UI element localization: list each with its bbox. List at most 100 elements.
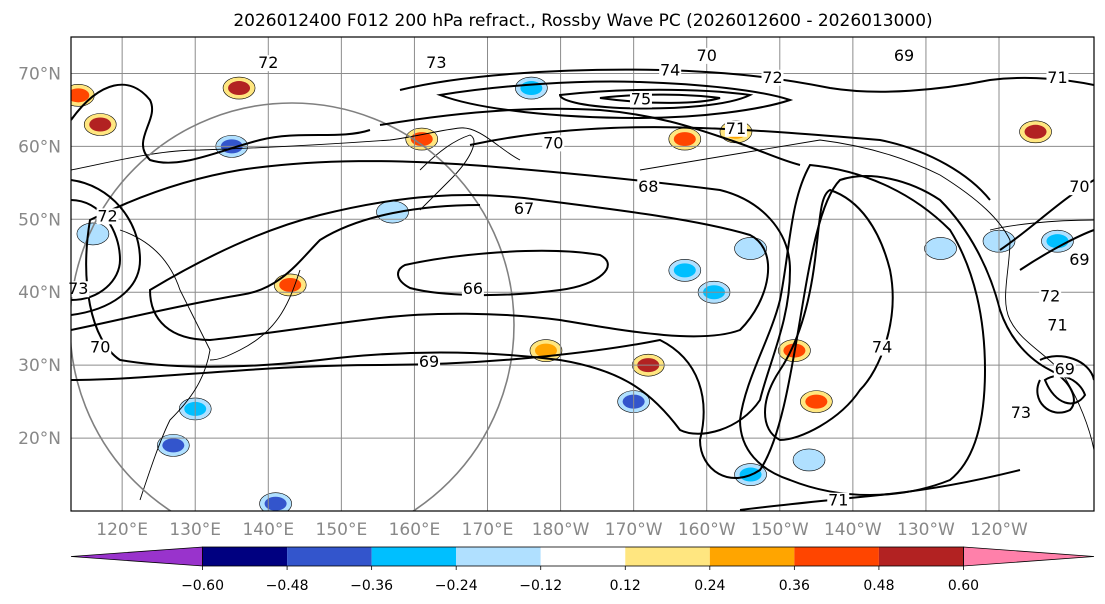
contour-label-bg [67, 281, 90, 298]
colorbar: −0.60 −0.48 −0.36 −0.24 −0.12 0.12 0.24 0.36 0.4… [70, 546, 1095, 594]
shading-blob [739, 241, 762, 256]
contour-labels: 72 73 70 74 72 75 69 71 71 70 68 67 72 70 69 66 73 72 71 74… [67, 46, 1091, 510]
contour-label: 68 [638, 177, 658, 196]
colorbar-tick-label: 0.12 [610, 578, 641, 594]
contour-72-west [71, 83, 371, 164]
contour-label: 73 [1011, 403, 1031, 422]
contour-label-bg [659, 62, 682, 79]
coastline-japan [209, 269, 301, 361]
shading-blob [228, 81, 251, 96]
coastline-east-asia [119, 229, 211, 501]
lon-tick-label: 120°W [970, 520, 1028, 540]
contour-label-bg [695, 47, 718, 64]
colorbar-tick-label: −0.36 [350, 578, 393, 594]
distance-circle [71, 102, 515, 511]
refractivity-shading [71, 76, 1074, 511]
contour-69 [71, 175, 1075, 480]
contour-label: 72 [97, 206, 117, 225]
lon-tick-label: 140°W [824, 520, 882, 540]
contour-label: 71 [1047, 316, 1067, 335]
contour-label: 70 [697, 46, 717, 65]
contour-label: 74 [660, 60, 680, 79]
lon-tick-label: 140°E [242, 520, 294, 540]
lon-tick-label: 170°W [605, 520, 663, 540]
lon-tick-label: 150°E [316, 520, 368, 540]
colorbar-segment [371, 547, 457, 566]
lat-tick-label: 70°N [18, 64, 61, 84]
contour-label: 71 [1047, 68, 1067, 87]
colorbar-tick-label: 0.36 [779, 578, 810, 594]
refractivity-contours [71, 68, 1094, 511]
contour-70a [71, 204, 481, 331]
lat-tick-label: 30°N [18, 356, 61, 376]
map-panel: 72 73 70 74 72 75 69 71 71 70 68 67 72 70 69 66 73 72 71 74… [67, 36, 1095, 512]
contour-66 [397, 249, 609, 297]
contour-73-west [71, 199, 122, 301]
colorbar-tick-label: 0.60 [948, 578, 979, 594]
colorbar-tick-label: −0.48 [266, 578, 309, 594]
contour-68 [85, 160, 792, 435]
lon-tick-label: 180°W [532, 520, 590, 540]
contour-label-bg [1039, 288, 1062, 305]
contour-69-east [1019, 229, 1094, 271]
contour-label: 71 [726, 119, 746, 138]
coastline-alaska [639, 139, 1011, 241]
contour-label: 73 [426, 53, 446, 72]
lon-tick-label: 160°E [389, 520, 441, 540]
contour-label: 69 [1069, 250, 1089, 269]
colorbar-segment [287, 547, 372, 566]
contour-74 [558, 88, 754, 110]
contour-label-bg [1046, 69, 1069, 86]
shading-blob [381, 205, 404, 220]
lat-tick-label: 40°N [18, 283, 61, 303]
contour-label: 67 [514, 199, 534, 218]
contour-label-bg [257, 55, 280, 72]
shading-blob [1024, 124, 1047, 139]
shading-blob [798, 452, 821, 467]
lon-tick-label: 120°E [96, 520, 148, 540]
contour-label-bg [461, 281, 484, 298]
lon-tick-label: 130°W [897, 520, 955, 540]
contour-70b [379, 107, 801, 166]
coastlines [71, 127, 1094, 501]
contour-label-bg [96, 208, 119, 225]
colorbar-segment [540, 547, 626, 566]
contour-label-bg [827, 492, 850, 509]
shading-blob [71, 88, 90, 103]
lat-tick-label: 20°N [18, 429, 61, 449]
lon-tick-label: 130°E [169, 520, 221, 540]
contour-label: 69 [1055, 359, 1075, 378]
contour-label-bg [542, 135, 565, 152]
contour-label: 72 [762, 68, 782, 87]
contour-label: 70 [543, 133, 563, 152]
contour-label-bg [1053, 361, 1076, 378]
colorbar-extend-high [963, 546, 1095, 567]
shading-blob [279, 277, 302, 292]
contour-71-south [739, 469, 1021, 511]
shading-blob [929, 241, 952, 256]
lon-tick-label: 160°W [678, 520, 736, 540]
map-background [71, 37, 1094, 511]
contour-67 [148, 194, 770, 342]
shading-blob [673, 132, 696, 147]
contour-73-west-2 [71, 179, 142, 316]
contour-label: 69 [419, 352, 439, 371]
colorbar-tick-label: 0.48 [863, 578, 894, 594]
contour-label: 70 [90, 338, 110, 357]
contour-74-east [764, 188, 894, 442]
contour-label-bg [89, 339, 112, 356]
map-frame [70, 36, 1095, 512]
shading-blob [673, 263, 696, 278]
shading-blob [81, 226, 104, 241]
lat-tick-label: 60°N [18, 137, 61, 157]
contour-label-bg [418, 354, 441, 371]
contour-label-bg [1068, 179, 1091, 196]
coastline-kamchatka [419, 134, 475, 211]
colorbar-tick-label: 0.24 [694, 578, 725, 594]
contour-label-bg [1046, 317, 1069, 334]
contour-label: 72 [1040, 287, 1060, 306]
contour-label: 69 [894, 46, 914, 65]
shading-blob [1046, 234, 1069, 249]
contour-label-bg [1009, 405, 1032, 422]
lon-tick-label: 170°E [462, 520, 514, 540]
